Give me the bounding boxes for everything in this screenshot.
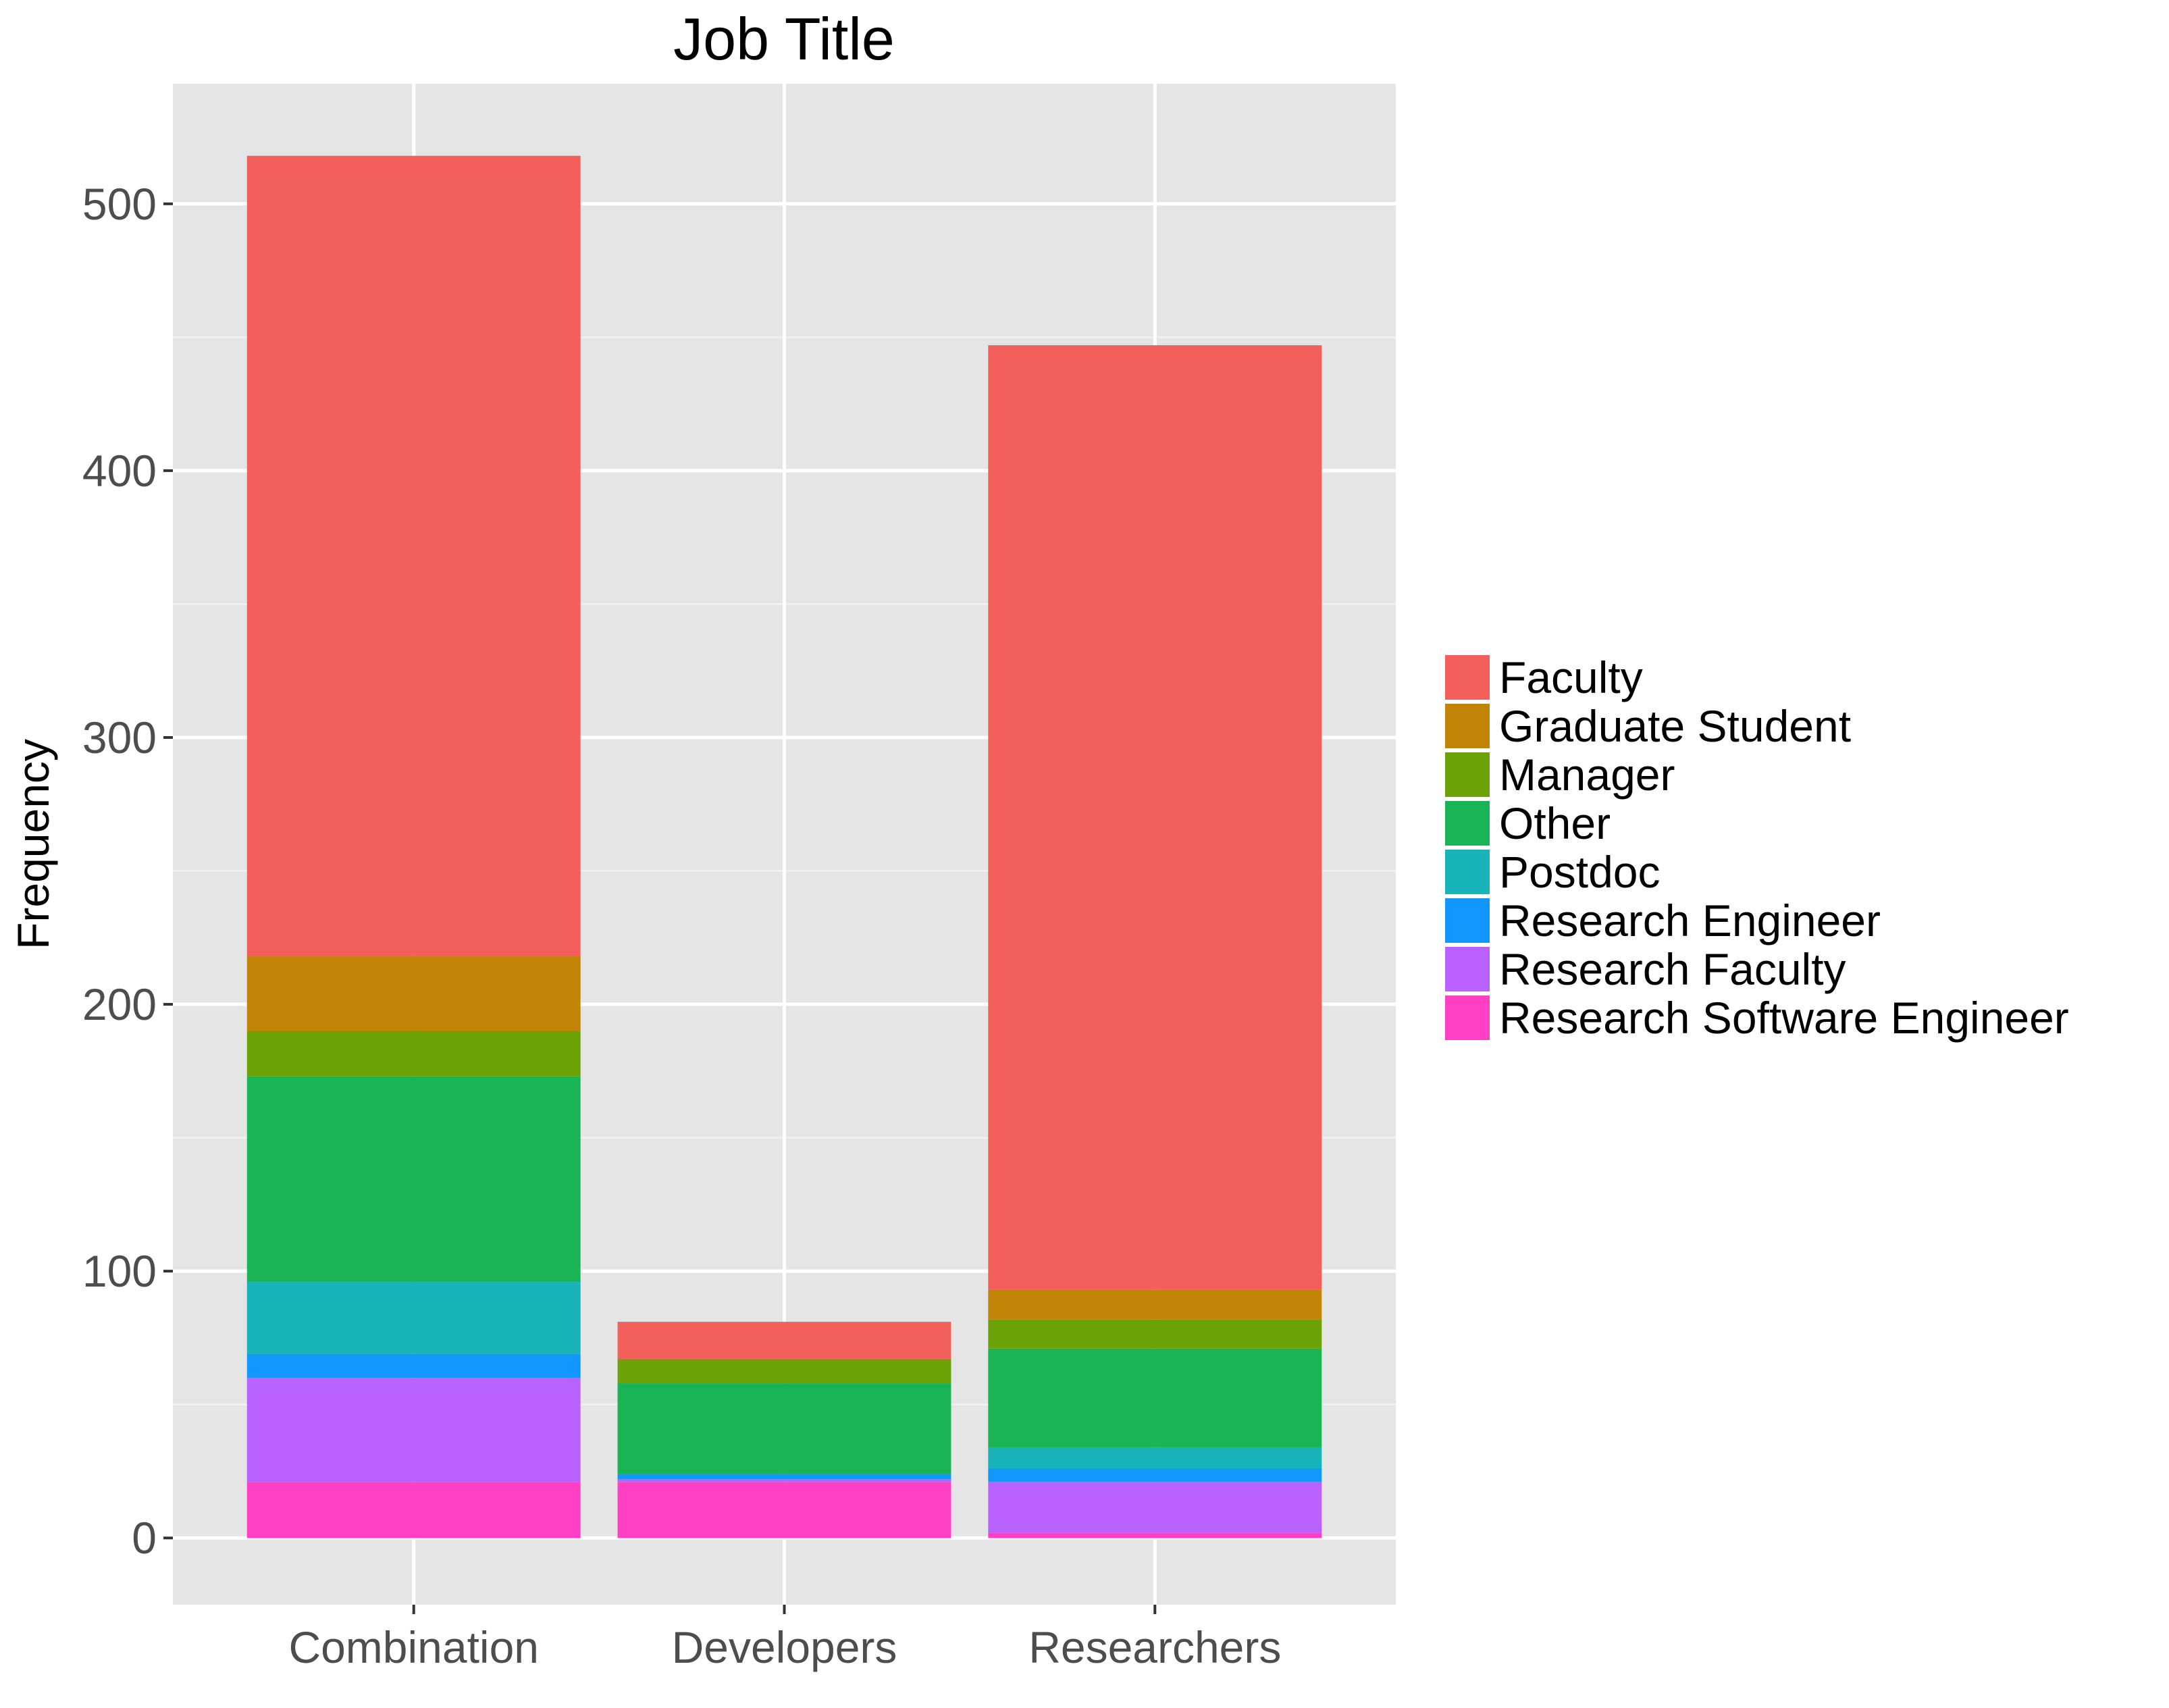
chart-title: Job Title: [673, 5, 895, 72]
bar-segment: [246, 155, 581, 956]
bar-segment: [246, 956, 581, 1031]
bar-segment: [988, 1289, 1322, 1320]
bar-segment: [988, 1532, 1322, 1538]
bar-segment: [617, 1479, 951, 1482]
bar-segment: [617, 1359, 951, 1384]
bar-segment: [988, 345, 1322, 1290]
bars: [246, 155, 1322, 1538]
legend-label: Other: [1499, 798, 1611, 848]
x-tick-label: Combination: [288, 1622, 539, 1672]
bar-segment: [988, 1447, 1322, 1469]
legend-label: Research Engineer: [1499, 896, 1881, 946]
legend-label: Graduate Student: [1499, 701, 1851, 751]
bar-segment: [246, 1076, 581, 1282]
legend-label: Manager: [1499, 750, 1675, 800]
bar-segment: [617, 1474, 951, 1480]
bar-segment: [617, 1482, 951, 1538]
legend-key: [1445, 655, 1490, 700]
legend-key: [1445, 947, 1490, 991]
bar-segment: [246, 1482, 581, 1538]
y-axis-title: Frequency: [8, 739, 58, 950]
legend-key: [1445, 801, 1490, 846]
legend-key: [1445, 898, 1490, 943]
bar-segment: [246, 1031, 581, 1077]
legend-key: [1445, 995, 1490, 1040]
y-axis-ticks: 0 100 200 300 400 500: [82, 179, 173, 1563]
bar-segment: [988, 1468, 1322, 1482]
x-tick-label: Researchers: [1028, 1622, 1281, 1672]
legend-key: [1445, 704, 1490, 748]
bar-segment: [246, 1378, 581, 1482]
y-tick-label: 200: [82, 979, 157, 1029]
y-tick-label: 100: [82, 1246, 157, 1296]
x-tick-label: Developers: [672, 1622, 897, 1672]
legend-label: Postdoc: [1499, 847, 1660, 897]
legend-label: Research Software Engineer: [1499, 993, 2069, 1043]
y-tick-label: 0: [132, 1513, 157, 1563]
legend-label: Faculty: [1499, 652, 1643, 702]
bar-segment: [988, 1482, 1322, 1533]
bar-segment: [988, 1319, 1322, 1349]
legend-label: Research Faculty: [1499, 944, 1846, 994]
y-tick-label: 500: [82, 179, 157, 229]
legend-key: [1445, 850, 1490, 894]
x-axis-ticks: Combination Developers Researchers: [288, 1605, 1281, 1672]
bar-segment: [988, 1348, 1322, 1447]
y-tick-label: 300: [82, 713, 157, 762]
bar-segment: [246, 1353, 581, 1378]
legend-key: [1445, 752, 1490, 797]
bar-segment: [617, 1383, 951, 1474]
bar-segment: [246, 1281, 581, 1354]
bar-segment: [617, 1322, 951, 1360]
y-tick-label: 400: [82, 446, 157, 496]
